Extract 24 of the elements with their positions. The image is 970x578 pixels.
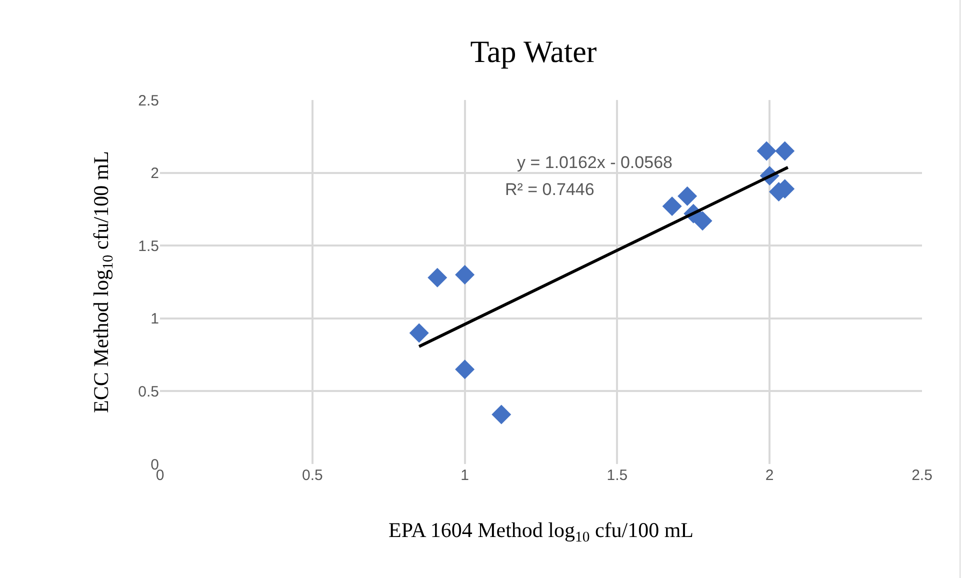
chart-title: Tap Water xyxy=(470,34,598,70)
x-tick-label: 1 xyxy=(460,467,469,484)
point xyxy=(492,404,512,424)
point xyxy=(455,360,475,380)
y-tick-label: 1 xyxy=(150,310,159,328)
point xyxy=(662,196,682,216)
point xyxy=(756,141,776,161)
y-tick-label: 0.5 xyxy=(138,383,159,400)
x-tick-label: 1.5 xyxy=(606,467,628,484)
x-axis-title: EPA 1604 Method log$_{10}$ cfu/100 mL xyxy=(388,518,694,546)
x-tick-label: 2.5 xyxy=(912,467,932,484)
y-tick-label: 2.5 xyxy=(138,92,159,110)
point xyxy=(692,211,712,231)
point xyxy=(409,323,429,343)
annotation: y = 1.0162x - 0.0568 xyxy=(517,153,672,172)
point xyxy=(775,141,795,161)
x-tick-label: 0.5 xyxy=(302,467,323,484)
point xyxy=(678,186,698,206)
x-tick-label: 2 xyxy=(765,467,774,484)
annotation: R² = 0.7446 xyxy=(505,180,594,199)
y-tick-label: 1.5 xyxy=(138,238,159,255)
point xyxy=(428,268,448,288)
point xyxy=(455,264,475,284)
y-tick-label: 2 xyxy=(150,165,159,182)
